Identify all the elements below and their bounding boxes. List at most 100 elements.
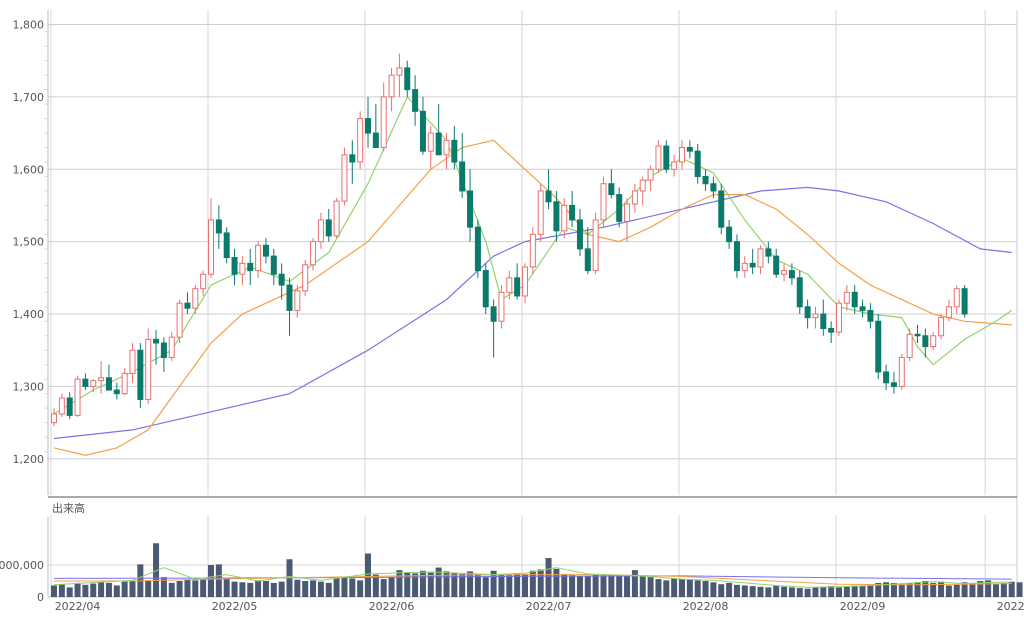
candle-body bbox=[66, 397, 73, 416]
volume-bar bbox=[938, 581, 945, 597]
candle-body bbox=[859, 306, 866, 311]
volume-bar bbox=[388, 577, 395, 597]
candle-body bbox=[365, 118, 371, 134]
volume-bar bbox=[553, 568, 560, 597]
volume-bar bbox=[741, 585, 748, 597]
volume-bar bbox=[404, 572, 411, 597]
volume-bar bbox=[686, 579, 693, 597]
volume-bar bbox=[317, 581, 324, 597]
volume-bar bbox=[184, 579, 191, 597]
price-tick-label: 1,700 bbox=[13, 91, 45, 104]
volume-bar bbox=[121, 581, 128, 597]
x-tick-label: 2022/08 bbox=[683, 600, 729, 613]
candle-body bbox=[584, 248, 591, 272]
price-moving-averages bbox=[53, 95, 1013, 456]
candle-body bbox=[474, 226, 481, 272]
volume-bar bbox=[349, 578, 356, 597]
volume-bar bbox=[945, 585, 952, 597]
volume-bar bbox=[412, 573, 419, 597]
volume-bar bbox=[836, 587, 842, 597]
candle-body bbox=[176, 302, 183, 338]
candle-body bbox=[608, 183, 615, 196]
candle-body bbox=[153, 338, 160, 344]
volume-bar bbox=[1016, 582, 1023, 597]
volume-bar bbox=[168, 582, 175, 597]
volume-bar bbox=[506, 575, 513, 597]
volume-bar bbox=[129, 581, 136, 597]
candle-body bbox=[208, 219, 214, 275]
volume-bar bbox=[66, 587, 73, 597]
volume-pane-label: 出来高 bbox=[52, 501, 85, 515]
volume-bar bbox=[773, 585, 780, 597]
volume-bar bbox=[655, 579, 662, 597]
volume-bar bbox=[325, 582, 332, 597]
candle-body bbox=[631, 190, 638, 205]
ma-long-line bbox=[53, 186, 1012, 440]
volume-bar bbox=[153, 543, 160, 597]
volume-bar bbox=[239, 582, 246, 597]
candle-body bbox=[953, 288, 960, 308]
volume-bar bbox=[514, 573, 521, 597]
candle-body bbox=[459, 161, 466, 192]
volume-bar bbox=[365, 553, 371, 597]
volume-bar bbox=[372, 574, 379, 597]
volume-bar bbox=[851, 585, 858, 597]
volume-bar bbox=[310, 580, 317, 597]
candle-body bbox=[514, 277, 521, 297]
volume-bar bbox=[90, 583, 97, 597]
price-y-axis: 1,200 1,300 1,400 1,500 1,600 1,700 1,800 bbox=[13, 18, 45, 465]
volume-bar bbox=[396, 570, 403, 597]
volume-bar bbox=[278, 581, 285, 597]
volume-bar bbox=[176, 581, 183, 597]
candle-body bbox=[545, 190, 552, 203]
volume-bar bbox=[757, 586, 764, 597]
volume-bar bbox=[592, 574, 599, 597]
candle-body bbox=[961, 288, 968, 315]
volume-bar bbox=[616, 574, 623, 597]
volume-bar bbox=[113, 585, 120, 597]
x-tick-label: 2022/05 bbox=[212, 600, 258, 613]
price-tick-label: 1,800 bbox=[13, 18, 45, 31]
candle-body bbox=[467, 190, 474, 228]
candle-body bbox=[129, 349, 136, 374]
candle-body bbox=[781, 270, 788, 275]
candle-body bbox=[121, 372, 128, 395]
candle-body bbox=[569, 204, 576, 221]
volume-bar bbox=[200, 579, 207, 597]
price-tick-label: 1,600 bbox=[13, 163, 45, 176]
candle-body bbox=[317, 219, 324, 243]
volume-bar bbox=[600, 575, 607, 597]
candle-body bbox=[286, 284, 293, 311]
candle-body bbox=[200, 273, 207, 290]
x-axis-labels: 2022/04 2022/05 2022/06 2022/07 2022/08 2022/… bbox=[55, 600, 1024, 613]
volume-ma-mid bbox=[54, 574, 1012, 586]
volume-bar bbox=[459, 573, 466, 597]
volume-bar bbox=[898, 584, 905, 597]
candle-body bbox=[278, 273, 285, 286]
candle-body bbox=[184, 302, 191, 309]
candle-body bbox=[647, 168, 654, 181]
candle-body bbox=[255, 244, 262, 272]
candle-body bbox=[804, 306, 811, 319]
volume-bar bbox=[961, 582, 968, 597]
candle-body bbox=[294, 290, 301, 311]
volume-bar bbox=[631, 570, 638, 597]
candle-body bbox=[498, 291, 505, 322]
candle-body bbox=[765, 248, 772, 257]
volume-bar bbox=[498, 573, 505, 597]
candle-body bbox=[192, 288, 199, 309]
candle-body bbox=[506, 277, 513, 293]
volume-moving-averages bbox=[53, 567, 1012, 588]
volume-bar bbox=[451, 573, 458, 597]
candle-body bbox=[561, 204, 568, 232]
price-gridlines bbox=[44, 10, 1018, 597]
volume-bar bbox=[788, 587, 795, 597]
volume-bar bbox=[624, 575, 631, 597]
candle-body bbox=[168, 336, 175, 358]
candle-body bbox=[270, 255, 277, 275]
candle-body bbox=[710, 183, 717, 192]
volume-bar bbox=[749, 586, 756, 597]
candle-body bbox=[938, 317, 945, 337]
volume-bar bbox=[639, 576, 646, 597]
volume-bar bbox=[247, 582, 254, 597]
